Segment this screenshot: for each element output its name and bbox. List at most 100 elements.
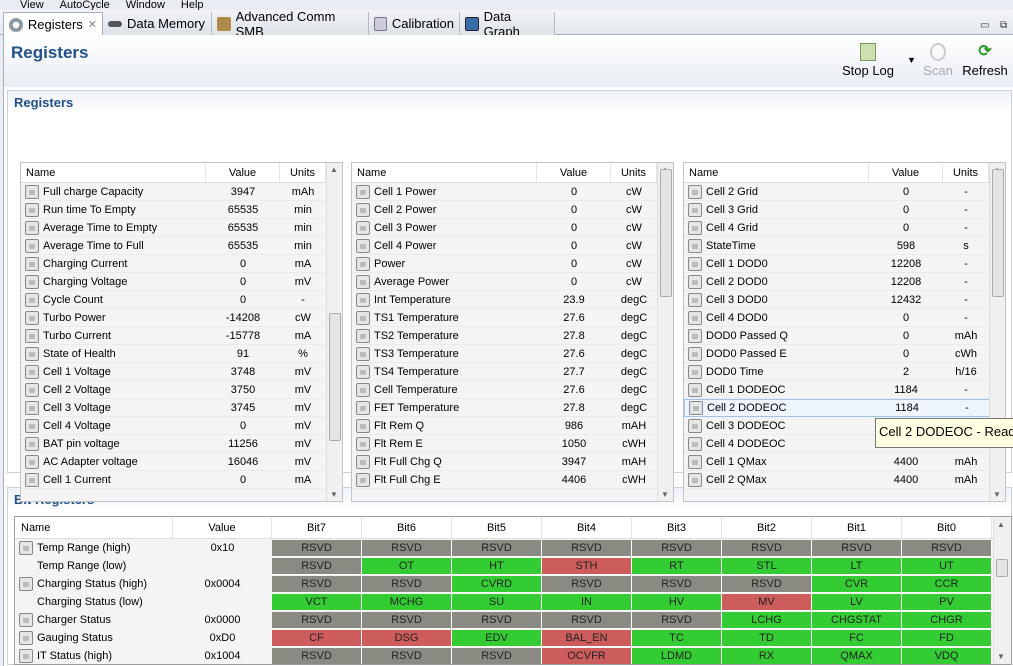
column-header-value[interactable]: Value [206,163,280,182]
bit-register-row[interactable]: IT Status (high) 0x1004 RSVD RSVD RSVD OCVFR L… [15,647,1011,664]
column-header[interactable]: Bit7 [272,517,362,538]
lock-icon[interactable] [356,400,370,415]
refresh-button[interactable]: ⟳ Refresh [960,43,1010,78]
lock-icon[interactable] [356,346,370,361]
table-row[interactable]: Cell 1 Power 0 cW [352,183,673,201]
table-row[interactable]: Average Power 0 cW [352,273,673,291]
column-header-units[interactable]: Units [611,163,657,182]
table-row[interactable]: Charging Current 0 mA [21,255,342,273]
menu-help[interactable]: Help [180,0,204,11]
table-row[interactable]: TS4 Temperature 27.7 degC [352,363,673,381]
scroll-up-icon[interactable]: ▲ [997,520,1005,529]
column-header[interactable]: Value [173,517,272,538]
table-row[interactable]: Cell 4 DOD0 0 - [684,309,1005,327]
lock-icon[interactable] [356,418,370,433]
scroll-down-icon[interactable]: ▼ [330,490,338,499]
lock-icon[interactable] [356,328,370,343]
lock-icon[interactable] [19,613,33,627]
close-icon[interactable]: ✕ [87,19,97,31]
bit-register-row[interactable]: Charger Status 0x0000 RSVD RSVD RSVD RSVD RSVD… [15,611,1011,629]
column-header[interactable]: Bit3 [632,517,722,538]
table-row[interactable]: Cell 4 Grid 0 - [684,219,1005,237]
table-row[interactable]: Cell 3 Voltage 3745 mV [21,399,342,417]
lock-icon[interactable] [25,202,39,217]
table-row[interactable]: Flt Rem Q 986 mAH [352,417,673,435]
lock-icon[interactable] [25,220,39,235]
lock-icon[interactable] [356,274,370,289]
tab-calibration[interactable]: Calibration [369,12,460,35]
table-row[interactable]: Cell 2 Power 0 cW [352,201,673,219]
lock-icon[interactable] [19,541,33,555]
menu-window[interactable]: Window [125,0,165,11]
lock-icon[interactable] [688,436,702,451]
tab-data-graph[interactable]: Data Graph [460,9,555,39]
lock-icon[interactable] [356,184,370,199]
bit-register-row[interactable]: Temp Range (low) RSVD OT HT STH RT STL LT UT [15,557,1011,575]
table-row[interactable]: Average Time to Empty 65535 min [21,219,342,237]
column-header-name[interactable]: Name [352,163,537,182]
table-row[interactable]: Cell 3 Power 0 cW [352,219,673,237]
tab-data-memory[interactable]: Data Memory [103,12,212,35]
column-header[interactable]: Bit6 [362,517,452,538]
lock-icon[interactable] [25,436,39,451]
table-row[interactable]: Cell 2 DOD0 12208 - [684,273,1005,291]
lock-icon[interactable] [356,220,370,235]
menu-view[interactable]: View [20,0,44,11]
scroll-thumb[interactable] [996,559,1008,577]
lock-icon[interactable] [688,274,702,289]
table-row[interactable]: Cell 4 DODEOC [684,435,1005,453]
table-row[interactable]: Flt Rem E 1050 cWH [352,435,673,453]
tab-registers[interactable]: Registers ✕ [3,12,103,36]
lock-icon[interactable] [25,328,39,343]
vertical-scrollbar[interactable]: ▲▼ [657,163,673,501]
column-header[interactable]: Bit4 [542,517,632,538]
scroll-down-icon[interactable]: ▼ [661,490,669,499]
table-row[interactable]: Cell 3 DODEOC [684,417,1005,435]
table-row[interactable]: State of Health 91% [21,345,342,363]
table-row[interactable]: DOD0 Time 2 h/16 [684,363,1005,381]
scan-button[interactable]: Scan [922,43,954,78]
minimize-icon[interactable]: ▭ [980,20,990,31]
lock-icon[interactable] [688,346,702,361]
scroll-thumb[interactable] [660,169,672,297]
lock-icon[interactable] [688,238,702,253]
table-row[interactable]: Cell 2 Grid 0 - [684,183,1005,201]
lock-icon[interactable] [25,472,39,487]
table-row[interactable]: TS3 Temperature 27.6 degC [352,345,673,363]
lock-icon[interactable] [25,346,39,361]
table-row[interactable]: AC Adapter voltage 16046 mV [21,453,342,471]
column-header-value[interactable]: Value [869,163,943,182]
table-row[interactable]: DOD0 Passed Q 0 mAh [684,327,1005,345]
table-row[interactable]: Cell 1 DOD0 12208 - [684,255,1005,273]
scroll-down-icon[interactable]: ▼ [997,652,1005,661]
table-row[interactable]: StateTime 598 s [684,237,1005,255]
column-header-units[interactable]: Units [280,163,326,182]
bit-register-row[interactable]: Temp Range (high) 0x10 RSVD RSVD RSVD RSVD RSV… [15,539,1011,557]
table-row[interactable]: DOD0 Passed E 0 cWh [684,345,1005,363]
table-row[interactable]: FET Temperature 27.8 degC [352,399,673,417]
bit-register-row[interactable]: Gauging Status 0xD0 CF DSG EDV BAL_EN TC TD FC FD [15,629,1011,647]
lock-icon[interactable] [356,202,370,217]
column-header-name[interactable]: Name [684,163,869,182]
table-row[interactable]: Power 0 cW [352,255,673,273]
table-row[interactable]: TS2 Temperature 27.8 degC [352,327,673,345]
lock-icon[interactable] [25,364,39,379]
lock-icon[interactable] [688,256,702,271]
lock-icon[interactable] [688,310,702,325]
lock-icon[interactable] [356,382,370,397]
table-row[interactable]: Cell 2 DODEOC 1184 - [684,399,1005,417]
lock-icon[interactable] [19,577,33,591]
lock-icon[interactable] [25,256,39,271]
table-row[interactable]: Flt Full Chg Q 3947 mAH [352,453,673,471]
table-row[interactable]: Int Temperature 23.9 degC [352,291,673,309]
table-row[interactable]: Turbo Current -15778 mA [21,327,342,345]
lock-icon[interactable] [25,454,39,469]
column-header-value[interactable]: Value [537,163,611,182]
scroll-down-icon[interactable]: ▼ [993,490,1001,499]
lock-icon[interactable] [356,454,370,469]
table-row[interactable]: Cell 1 QMax 4400 mAh [684,453,1005,471]
lock-icon[interactable] [688,418,702,433]
table-row[interactable]: Cycle Count 0 - [21,291,342,309]
lock-icon[interactable] [25,310,39,325]
stop-log-button[interactable]: Stop Log [839,43,897,78]
